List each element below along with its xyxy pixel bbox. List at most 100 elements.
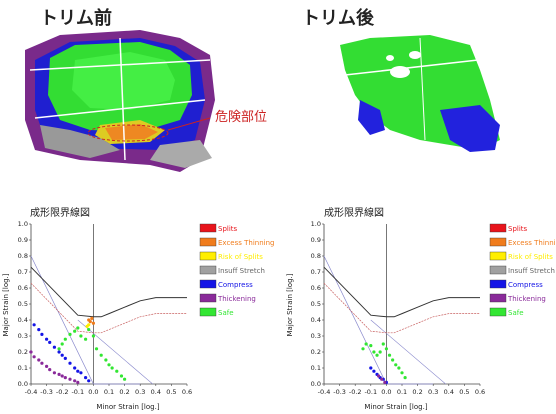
point-safe: [384, 347, 388, 351]
draw-line: [370, 319, 446, 385]
pure-shear-line: [30, 255, 94, 385]
point-safe: [372, 350, 376, 354]
legend-swatch: [489, 237, 507, 247]
point-compress: [84, 376, 88, 380]
point-safe: [79, 334, 83, 338]
point-safe: [60, 342, 64, 346]
point-thickening: [380, 377, 384, 381]
legend-swatch: [489, 279, 507, 289]
point-safe: [76, 326, 80, 330]
point-compress: [63, 356, 67, 360]
point-thickening: [52, 371, 57, 375]
y-tick-label: 0.2: [18, 348, 28, 356]
x-tick-label: 0.1: [104, 388, 114, 396]
after-panel: トリム後: [302, 7, 500, 152]
legend-label: Compress: [218, 281, 253, 289]
legend-label: Safe: [218, 309, 234, 317]
point-safe: [361, 347, 365, 351]
y-tick-label: 0.1: [311, 364, 321, 372]
y-tick-label: 0.6: [18, 284, 28, 292]
before-part-image: [25, 30, 215, 172]
left-x-axis-label: Minor Strain [log.]: [96, 403, 159, 411]
point-safe: [381, 342, 385, 346]
flc-curve: [323, 266, 480, 318]
point-safe: [91, 334, 95, 338]
legend-label: Excess Thinning: [218, 239, 274, 247]
before-panel: トリム前 危険部位: [25, 7, 267, 172]
point-risk-of-splits: [87, 323, 91, 327]
y-tick-label: 1.0: [311, 220, 321, 228]
y-tick-label: 0.0: [18, 380, 28, 388]
right-plot-area: -0.4 -0.3 -0.2 -0.1 0.0 0.1 0.2 0.3 0.4 0.5 0.6 0.0…: [311, 220, 486, 396]
right-chart-title: 成形限界線図: [324, 206, 384, 219]
x-tick-label: 0.3: [428, 388, 438, 396]
point-safe: [403, 376, 407, 380]
point-thickening: [383, 380, 387, 384]
point-safe: [94, 347, 99, 351]
y-tick-label: 0.0: [311, 380, 321, 388]
y-tick-label: 0.9: [311, 236, 321, 244]
point-safe: [73, 329, 77, 333]
left-legend: Splits Excess Thinning Risk of Splits Insuf…: [199, 223, 274, 317]
point-compress: [76, 369, 80, 373]
point-safe: [99, 353, 103, 357]
x-tick-label: -0.4: [25, 388, 38, 396]
before-title: トリム前: [40, 7, 112, 29]
y-tick-label: 0.5: [311, 300, 321, 308]
draw-line: [77, 319, 153, 385]
x-tick-label: -0.4: [318, 388, 331, 396]
legend-swatch: [199, 293, 217, 303]
legend-swatch: [199, 265, 217, 275]
y-tick-label: 0.7: [18, 268, 28, 276]
point-compress: [52, 345, 57, 349]
y-tick-label: 0.1: [18, 364, 28, 372]
x-tick-label: 0.3: [135, 388, 145, 396]
x-tick-label: 0.1: [397, 388, 407, 396]
legend-label: Thickening: [507, 295, 546, 303]
before-callout: 危険部位: [215, 110, 267, 125]
x-tick-label: 0.4: [151, 388, 161, 396]
x-tick-label: 0.2: [119, 388, 129, 396]
point-thickening: [32, 355, 36, 359]
point-safe: [68, 332, 72, 336]
point-safe: [397, 366, 401, 370]
point-safe: [378, 350, 382, 354]
point-compress: [48, 340, 52, 344]
point-excess-thinning: [91, 321, 95, 325]
flc-margin-curve: [323, 282, 480, 334]
point-compress: [40, 332, 44, 336]
x-tick-label: 0.6: [182, 388, 192, 396]
point-safe: [104, 358, 108, 362]
left-chart-title: 成形限界線図: [30, 206, 90, 219]
point-thickening: [68, 377, 72, 381]
left-y-axis-label: Major Strain [log.]: [2, 273, 10, 336]
pure-shear-line: [323, 255, 387, 385]
point-safe: [107, 363, 111, 367]
point-safe: [57, 347, 61, 351]
x-tick-label: -0.2: [56, 388, 69, 396]
legend-label: Excess Thinni: [508, 239, 556, 247]
point-safe: [123, 377, 127, 381]
legend-label: Risk of Splits: [508, 253, 553, 261]
after-title: トリム後: [302, 7, 375, 29]
point-safe: [387, 353, 392, 357]
legend-swatch: [489, 307, 507, 317]
legend-swatch: [489, 293, 507, 303]
x-tick-label: 0.2: [412, 388, 422, 396]
point-compress: [32, 323, 36, 327]
left-flc-chart: 成形限界線図 -0.4 -0.3 -0.2 -0.1 0.0 0.1 0.2 0.3 0.4 0.…: [2, 206, 274, 411]
point-thickening: [57, 372, 61, 376]
point-thickening: [377, 374, 381, 378]
right-flc-chart: 成形限界線図 -0.4 -0.3 -0.2 -0.1 0.0 0.1 0.2 0.3 0.4 0.…: [286, 206, 556, 411]
point-thickening: [29, 350, 33, 354]
y-tick-label: 0.6: [311, 284, 321, 292]
legend-swatch: [489, 223, 507, 233]
x-tick-label: 0.0: [88, 388, 98, 396]
x-tick-label: -0.2: [349, 388, 362, 396]
x-tick-label: 0.0: [381, 388, 391, 396]
point-thickening: [48, 368, 52, 372]
x-tick-label: -0.1: [71, 388, 84, 396]
point-safe: [115, 369, 119, 373]
right-y-axis-label: Major Strain [log.]: [286, 273, 294, 336]
